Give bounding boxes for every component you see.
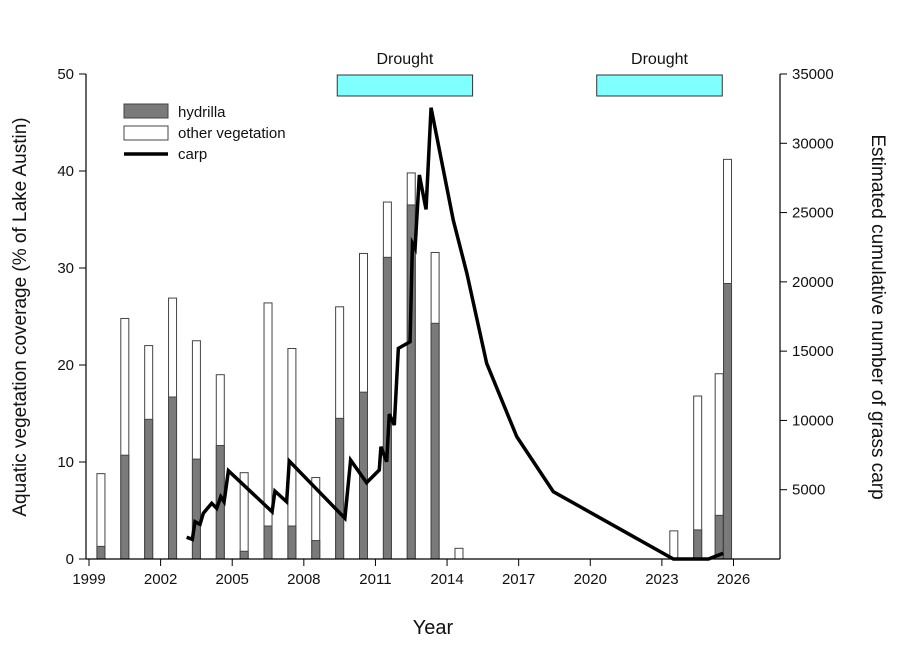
y-right-axis-label: Estimated cumulative number of grass car… [867,134,888,499]
y-left-tick-label: 20 [57,357,74,374]
bar-hydrilla-14 [430,322,440,560]
y-right-tick-label: 20000 [792,274,834,291]
legend-label-carp: carp [178,146,207,163]
drought-label-1: Drought [631,51,688,68]
drought-bar-1 [596,74,723,97]
y-left-tick-label: 0 [66,551,74,568]
bar-other-vegetation-15 [454,547,464,560]
x-tick-label: 2014 [430,571,463,588]
y-right-tick-label: 10000 [792,412,834,429]
y-right-tick-label: 35000 [792,66,834,83]
y-right-tick-label: 30000 [792,135,834,152]
carp-line [186,107,724,561]
bar-hydrilla-0 [96,545,106,560]
bar-hydrilla-19 [723,283,733,560]
y-left-tick-label: 30 [57,260,74,277]
x-tick-label: 2026 [717,571,750,588]
legend-swatch-hydrilla [123,103,169,119]
x-tick-label: 2017 [502,571,535,588]
bar-other-vegetation-7 [263,302,273,560]
bar-hydrilla-8 [287,525,297,560]
bar-other-vegetation-16 [669,530,679,560]
bar-hydrilla-6 [239,550,249,560]
y-right-tick-label: 5000 [792,482,825,499]
y-left-tick-label: 40 [57,163,74,180]
y-left-axis-label: Aquatic vegetation coverage (% of Lake A… [10,117,31,516]
x-tick-label: 2020 [574,571,607,588]
bar-hydrilla-3 [168,396,178,560]
bar-hydrilla-1 [120,454,130,560]
y-left-tick-label: 50 [57,66,74,83]
bar-hydrilla-17 [693,529,703,560]
bar-hydrilla-7 [263,525,273,560]
legend-label-hydrilla: hydrilla [178,104,226,121]
bar-hydrilla-2 [144,418,154,560]
x-tick-label: 2002 [144,571,177,588]
legend-label-other-vegetation: other vegetation [178,125,286,142]
bar-hydrilla-9 [311,540,321,560]
x-tick-label: 2005 [216,571,249,588]
bar-hydrilla-10 [335,417,345,560]
x-axis-label: Year [413,617,454,639]
y-right-tick-label: 15000 [792,343,834,360]
y-left-tick-label: 10 [57,454,74,471]
bar-hydrilla-12 [382,256,392,560]
drought-label-0: Drought [376,51,433,68]
x-tick-label: 1999 [72,571,105,588]
legend-swatch-other-vegetation [123,125,169,141]
x-tick-label: 2008 [287,571,320,588]
y-right-tick-label: 25000 [792,205,834,222]
bar-hydrilla-4 [191,458,201,560]
x-tick-label: 2011 [359,571,391,588]
x-tick-label: 2023 [645,571,678,588]
drought-bar-0 [336,74,474,97]
